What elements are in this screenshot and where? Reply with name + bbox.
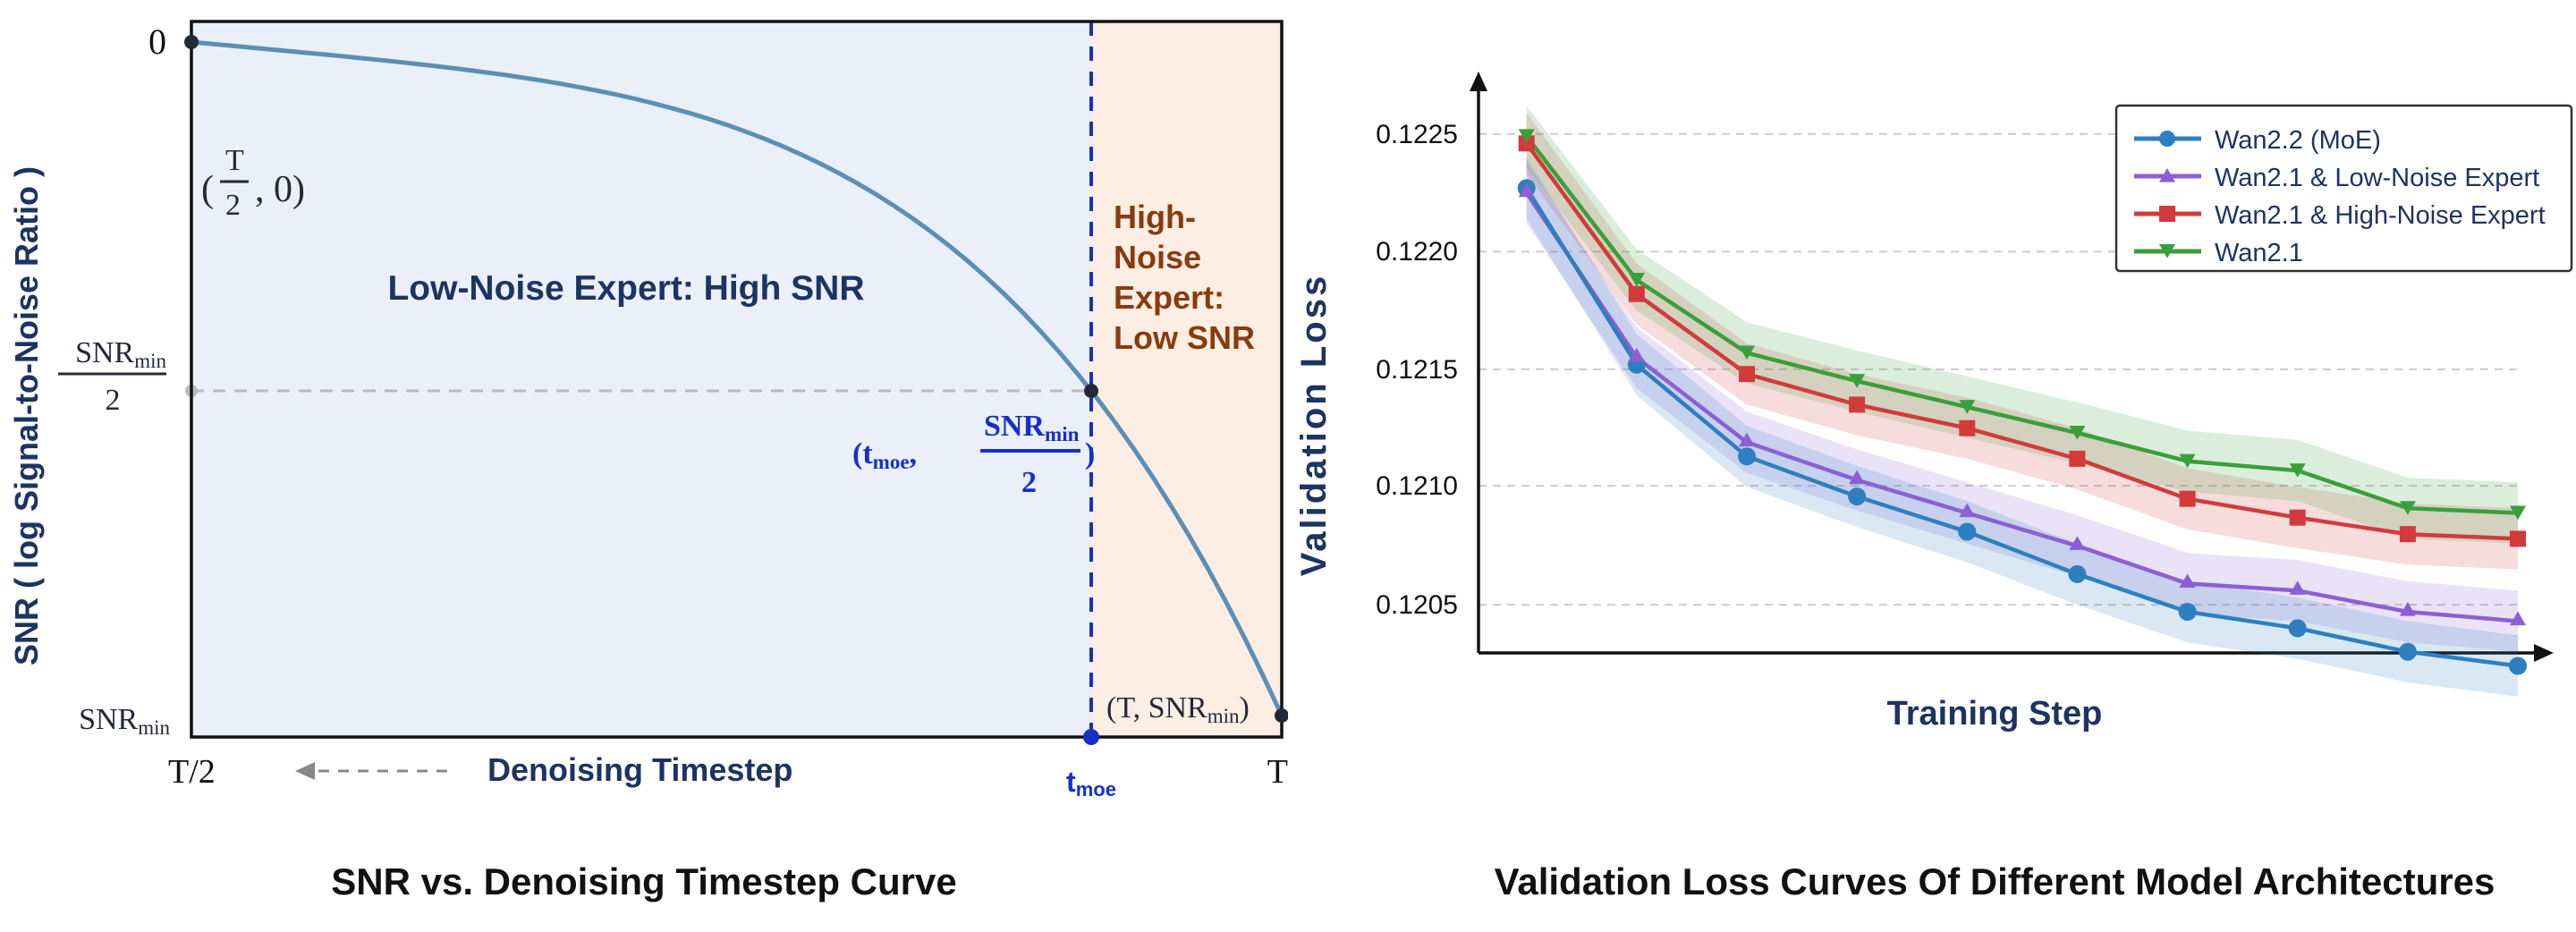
svg-text:Low-Noise Expert: High SNR: Low-Noise Expert: High SNR	[387, 269, 864, 308]
svg-text:Wan2.2 (MoE): Wan2.2 (MoE)	[2215, 126, 2381, 155]
svg-text:2: 2	[1021, 466, 1037, 499]
svg-text:, 0): , 0)	[255, 169, 305, 210]
svg-text:Validation Loss Curves Of Diff: Validation Loss Curves Of Different Mode…	[1495, 860, 2496, 902]
svg-text:0.1220: 0.1220	[1376, 237, 1458, 267]
svg-text:(: (	[201, 169, 214, 210]
svg-text:0.1215: 0.1215	[1376, 355, 1458, 385]
svg-text:Low SNR: Low SNR	[1114, 319, 1255, 356]
svg-text:2: 2	[106, 384, 121, 417]
svg-text:Validation Loss: Validation Loss	[1294, 274, 1334, 576]
svg-text:Wan2.1 & Low-Noise Expert: Wan2.1 & Low-Noise Expert	[2215, 164, 2539, 192]
svg-text:Expert:: Expert:	[1114, 279, 1224, 316]
svg-text:): )	[1085, 437, 1095, 470]
svg-text:tmoe: tmoe	[1066, 766, 1116, 801]
svg-text:T: T	[1267, 753, 1288, 791]
svg-text:Wan2.1 & High-Noise Expert: Wan2.1 & High-Noise Expert	[2215, 201, 2546, 230]
svg-text:Noise: Noise	[1114, 239, 1201, 275]
svg-text:Denoising Timestep: Denoising Timestep	[487, 751, 792, 788]
svg-text:SNR vs. Denoising Timestep Cur: SNR vs. Denoising Timestep Curve	[331, 860, 956, 902]
svg-text:SNR ( log Signal-to-Noise Rati: SNR ( log Signal-to-Noise Ratio )	[8, 166, 45, 665]
svg-text:0: 0	[148, 21, 166, 62]
svg-text:0.1210: 0.1210	[1376, 471, 1458, 501]
svg-text:T: T	[225, 144, 244, 177]
svg-text:2: 2	[225, 189, 241, 222]
svg-text:SNRmin: SNRmin	[75, 336, 166, 372]
svg-text:High-: High-	[1114, 199, 1196, 235]
svg-text:0.1225: 0.1225	[1376, 120, 1458, 149]
svg-text:Training Step: Training Step	[1887, 695, 2103, 733]
svg-text:Wan2.1: Wan2.1	[2215, 239, 2303, 267]
svg-text:T/2: T/2	[168, 753, 216, 791]
svg-text:SNRmin: SNRmin	[79, 703, 170, 739]
svg-text:0.1205: 0.1205	[1376, 590, 1458, 620]
